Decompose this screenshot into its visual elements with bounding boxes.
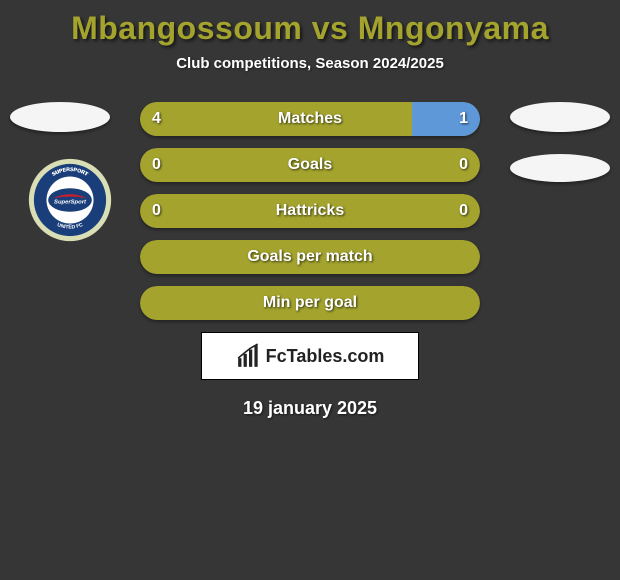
stat-value-right: 0 <box>447 194 480 228</box>
chart-area: SuperSport SUPERSPORT SUPERSPORT UNITED … <box>0 102 620 419</box>
subtitle: Club competitions, Season 2024/2025 <box>0 55 620 72</box>
stat-label: Matches <box>140 102 480 136</box>
fctables-text: FcTables.com <box>266 346 385 367</box>
stat-bar: Hattricks0 0 <box>140 194 480 228</box>
fctables-logo[interactable]: FcTables.com <box>201 332 419 380</box>
stat-label: Hattricks <box>140 194 480 228</box>
stat-bars: Matches41Goals00Hattricks00Goals per mat… <box>140 102 480 320</box>
player-badge-right <box>510 102 610 132</box>
stat-value-right: 1 <box>447 102 480 136</box>
player-badge-right-2 <box>510 154 610 182</box>
svg-text:SuperSport: SuperSport <box>54 199 87 205</box>
player-badge-left <box>10 102 110 132</box>
stat-value-right: 0 <box>447 148 480 182</box>
page-title: Mbangossoum vs Mngonyama <box>0 10 620 47</box>
stat-bar: Goals0 0 <box>140 148 480 182</box>
stat-label: Goals <box>140 148 480 182</box>
stat-label: Goals per match <box>140 240 480 274</box>
comparison-card: Mbangossoum vs Mngonyama Club competitio… <box>0 0 620 419</box>
stat-label: Min per goal <box>140 286 480 320</box>
date-text: 19 january 2025 <box>0 398 620 419</box>
stat-bar: Matches4 1 <box>140 102 480 136</box>
stat-bar: Min per goal <box>140 286 480 320</box>
barchart-icon <box>236 343 262 369</box>
stat-bar: Goals per match <box>140 240 480 274</box>
stat-value-left: 0 <box>140 194 173 228</box>
club-logo-left: SuperSport SUPERSPORT SUPERSPORT UNITED … <box>28 158 112 242</box>
stat-value-left: 4 <box>140 102 173 136</box>
stat-value-left: 0 <box>140 148 173 182</box>
